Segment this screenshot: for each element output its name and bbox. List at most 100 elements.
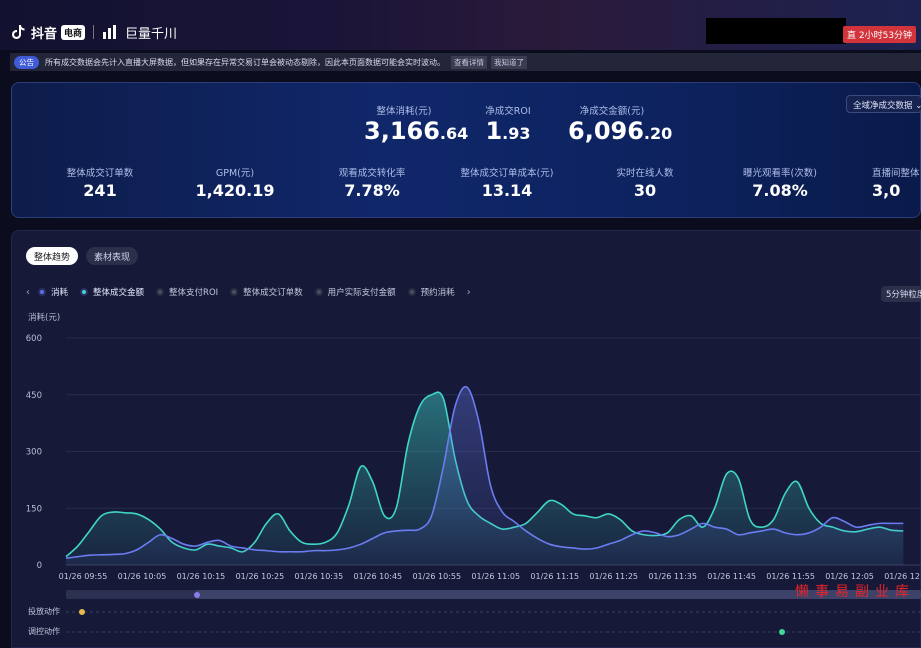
- kpi-exposure-view-rate: 曝光观看率(次数) 7.08%: [730, 165, 830, 200]
- douyin-tag: 电商: [61, 24, 86, 40]
- x-tick-label: 01/26 11:25: [589, 572, 638, 581]
- kpi-label: 整体成交订单数: [66, 168, 134, 179]
- kpi-value: 7.78%: [344, 181, 400, 200]
- y-tick-label: 300: [26, 448, 42, 458]
- legend-label: 整体成交金额: [93, 288, 145, 298]
- legend-dot-icon: [38, 288, 46, 296]
- x-tick-label: 01/26 10:25: [236, 572, 285, 581]
- x-tick-label: 01/26 09:55: [59, 572, 108, 581]
- kpi-total-spend: 整体消耗(元) 3,166.64: [364, 103, 469, 148]
- legend-dot-icon: [314, 288, 323, 296]
- watermark-text: 懒事易副业库: [795, 584, 915, 600]
- kpi-value: 3,0: [872, 181, 901, 200]
- kpi-value: 1,420.19: [195, 181, 275, 200]
- kpi-order-count: 整体成交订单数 241: [50, 165, 150, 200]
- control-action-label: 调控动作: [28, 626, 60, 636]
- legend-prev-icon[interactable]: ‹: [26, 286, 30, 298]
- y-tick-label: 600: [26, 334, 42, 344]
- legend-next-icon[interactable]: ›: [466, 286, 471, 298]
- data-scope-select[interactable]: 全域净成交数据 ⌄: [846, 95, 921, 113]
- douyin-logo-icon: [12, 25, 25, 39]
- legend-item[interactable]: 整体支付ROI: [156, 286, 218, 298]
- x-tick-label: 01/26 10:05: [118, 572, 167, 581]
- legend-item[interactable]: 消耗: [38, 286, 68, 298]
- x-tick-label: 01/26 12:15: [884, 572, 921, 581]
- series-area: [66, 386, 904, 565]
- kpi-value: 6,096.20: [568, 117, 673, 145]
- kpi-label: 实时在线人数: [616, 168, 674, 179]
- notice-details-link[interactable]: 查看详情: [451, 55, 487, 69]
- y-tick-label: 450: [26, 391, 42, 401]
- x-tick-label: 01/26 11:35: [648, 572, 697, 581]
- kpi-net-gmv: 净成交金额(元) 6,096.20: [568, 103, 673, 148]
- account-info-masked[interactable]: [706, 18, 846, 44]
- granularity-select[interactable]: 5分钟粒度: [881, 286, 921, 302]
- y-axis-label: 消耗(元): [28, 312, 60, 323]
- kpi-label: 观看成交转化率: [338, 168, 406, 179]
- qianchuan-logo-icon: [103, 25, 117, 39]
- legend-label: 预约消耗: [420, 288, 455, 298]
- kpi-online-users: 实时在线人数 30: [595, 165, 695, 200]
- kpi-card: 全域净成交数据 ⌄ 整体消耗(元) 3,166.64 净成交ROI 1.93 净…: [11, 82, 921, 218]
- delivery-action-label: 投放动作: [28, 606, 60, 616]
- legend-dot-icon: [230, 288, 239, 296]
- tab-material-performance[interactable]: 素材表现: [86, 247, 139, 265]
- kpi-order-cost: 整体成交订单成本(元) 13.14: [452, 165, 562, 200]
- x-tick-label: 01/26 10:55: [412, 572, 461, 581]
- notice-text: 所有成交数据会先计入直播大屏数据，但如果存在异常交易订单会被动态剔除，因此本页面…: [45, 57, 445, 67]
- series-line: [65, 385, 904, 559]
- kpi-value: 241: [83, 181, 117, 200]
- legend-dot-icon: [407, 288, 416, 296]
- kpi-label: 曝光观看率(次数): [743, 168, 817, 179]
- x-tick-label: 01/26 11:15: [530, 572, 579, 581]
- douyin-text: 抖音: [31, 26, 58, 42]
- kpi-value: 30: [633, 181, 657, 200]
- chevron-down-icon: ⌄: [915, 101, 921, 111]
- y-tick-label: 150: [26, 504, 42, 514]
- legend-label: 用户实际支付金额: [327, 288, 396, 298]
- y-tick-label: 0: [37, 561, 42, 571]
- time-range-slider-handle: [194, 592, 200, 598]
- kpi-conversion-rate: 观看成交转化率 7.78%: [322, 165, 422, 200]
- tab-overall-trend[interactable]: 整体趋势: [26, 247, 79, 265]
- series-area: [66, 392, 904, 565]
- x-tick-label: 01/26 12:05: [825, 572, 874, 581]
- kpi-label: 整体成交订单成本(元): [460, 168, 554, 179]
- legend-dot-icon: [156, 288, 165, 296]
- x-tick-label: 01/26 11:55: [766, 572, 815, 581]
- time-range-slider-selection: [196, 590, 921, 599]
- x-tick-label: 01/26 11:45: [707, 572, 756, 581]
- legend-dot-icon: [80, 288, 89, 296]
- legend-label: 消耗: [51, 288, 69, 298]
- kpi-live-room-overall: 直播间整体 3,0: [872, 165, 921, 200]
- legend-label: 整体支付ROI: [169, 288, 219, 298]
- x-tick-label: 01/26 11:05: [471, 572, 520, 581]
- control-action-marker: [779, 629, 785, 635]
- kpi-net-roi: 净成交ROI 1.93: [478, 103, 538, 148]
- legend-item[interactable]: 整体成交金额: [80, 286, 144, 298]
- notice-bar: 公告 所有成交数据会先计入直播大屏数据，但如果存在异常交易订单会被动态剔除，因此…: [10, 53, 921, 71]
- delivery-action-marker: [79, 609, 85, 615]
- kpi-value: 3,166.64: [364, 117, 469, 145]
- kpi-label: 净成交金额(元): [579, 106, 645, 117]
- legend-item[interactable]: 预约消耗: [407, 286, 455, 298]
- data-scope-select-value: 全域净成交数据: [853, 101, 913, 111]
- x-tick-label: 01/26 10:45: [353, 572, 402, 581]
- notice-badge: 公告: [14, 55, 39, 69]
- legend-label: 整体成交订单数: [243, 288, 303, 298]
- kpi-value: 13.14: [481, 181, 533, 200]
- chart-legend: ‹ 消耗 整体成交金额 整体支付ROI 整体成交订单数 用户实际支付金额 预约消耗 ›: [26, 286, 479, 299]
- brand-divider: [93, 25, 95, 39]
- x-tick-label: 01/26 10:35: [295, 572, 344, 581]
- live-duration-badge: 直 2小时53分钟: [843, 26, 917, 43]
- kpi-label: GPM(元): [215, 168, 255, 179]
- qianchuan-text: 巨量千川: [125, 26, 178, 42]
- kpi-label: 净成交ROI: [485, 106, 531, 117]
- kpi-label: 整体消耗(元): [376, 106, 432, 117]
- kpi-label: 直播间整体: [872, 168, 920, 179]
- legend-item[interactable]: 整体成交订单数: [230, 286, 303, 298]
- brand-logo[interactable]: 抖音 电商 巨量千川: [10, 22, 177, 42]
- notice-dismiss-link[interactable]: 我知道了: [491, 55, 527, 69]
- legend-item[interactable]: 用户实际支付金额: [314, 286, 396, 298]
